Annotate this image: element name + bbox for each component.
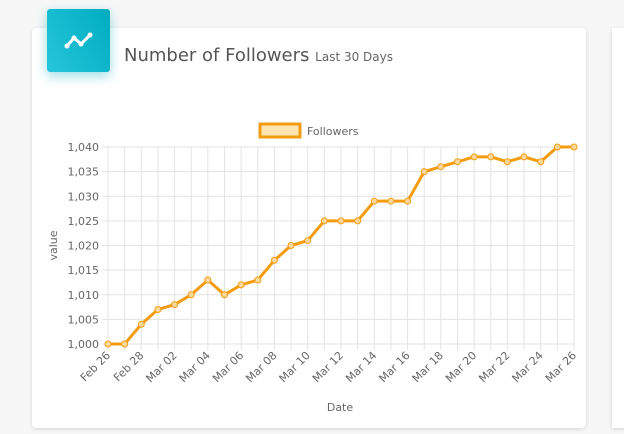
x-tick-label: Mar 20	[443, 349, 479, 385]
point	[287, 242, 295, 249]
icon-graphic	[64, 32, 93, 49]
point	[454, 158, 461, 166]
x-tick-label: Mar 22	[476, 349, 512, 385]
y-tick-label: 1,035	[68, 166, 100, 179]
y-tick-label: 1,015	[68, 264, 100, 277]
point	[503, 158, 511, 166]
x-tick-label: Mar 10	[277, 349, 313, 385]
point	[420, 168, 428, 176]
x-tick-label: Mar 02	[143, 349, 179, 385]
x-tick-label: Mar 26	[543, 349, 579, 385]
title: Number of Followers	[124, 45, 310, 66]
point	[387, 197, 395, 205]
point	[104, 340, 112, 348]
point	[254, 276, 262, 284]
x-tick-label: Mar 24	[510, 349, 546, 385]
x-tick-label: Feb 26	[78, 349, 113, 384]
point	[570, 143, 578, 151]
y-axis-label: value	[47, 230, 60, 260]
card	[612, 28, 624, 428]
point	[520, 153, 528, 161]
x-tick-label: Mar 18	[410, 349, 446, 385]
point	[370, 197, 378, 205]
point	[187, 291, 195, 299]
legend-swatch	[258, 122, 302, 139]
point	[137, 320, 145, 328]
subtitle: Last 30 Days	[315, 50, 393, 64]
point	[337, 217, 345, 225]
y-tick-label: 1,020	[68, 240, 100, 253]
y-tick-label: 1,010	[68, 289, 100, 302]
x-tick-label: Mar 08	[243, 349, 279, 385]
point	[470, 153, 478, 161]
y-tick-label: 1,025	[68, 215, 100, 228]
point	[237, 281, 245, 289]
x-tick-label: Mar 12	[310, 349, 346, 385]
point	[304, 237, 312, 245]
point	[270, 256, 278, 264]
point	[553, 143, 561, 151]
x-tick-label: Mar 06	[210, 349, 246, 385]
point	[221, 291, 228, 299]
y-tick-label: 1,040	[68, 141, 100, 154]
point	[171, 301, 179, 309]
point	[487, 153, 495, 161]
point	[437, 163, 445, 171]
y-tick-label: 1,000	[68, 338, 100, 351]
point	[537, 158, 545, 166]
point	[121, 340, 129, 348]
point	[154, 306, 162, 314]
y-tick-label: 1,005	[68, 313, 100, 326]
card-title: Number of Followers Last 30 Days	[124, 45, 393, 66]
x-tick-label: Mar 14	[343, 349, 379, 385]
x-tick-label: Feb 28	[111, 349, 146, 384]
y-tick-label: 1,030	[68, 190, 100, 203]
icon	[47, 9, 110, 72]
legend-label: Followers	[307, 125, 359, 138]
point	[354, 217, 362, 225]
point	[320, 217, 328, 225]
x-tick-label: Mar 16	[376, 349, 412, 385]
x-axis-label: Date	[327, 401, 354, 414]
x-tick-label: Mar 04	[177, 349, 213, 385]
point	[204, 276, 212, 284]
point	[404, 197, 412, 205]
